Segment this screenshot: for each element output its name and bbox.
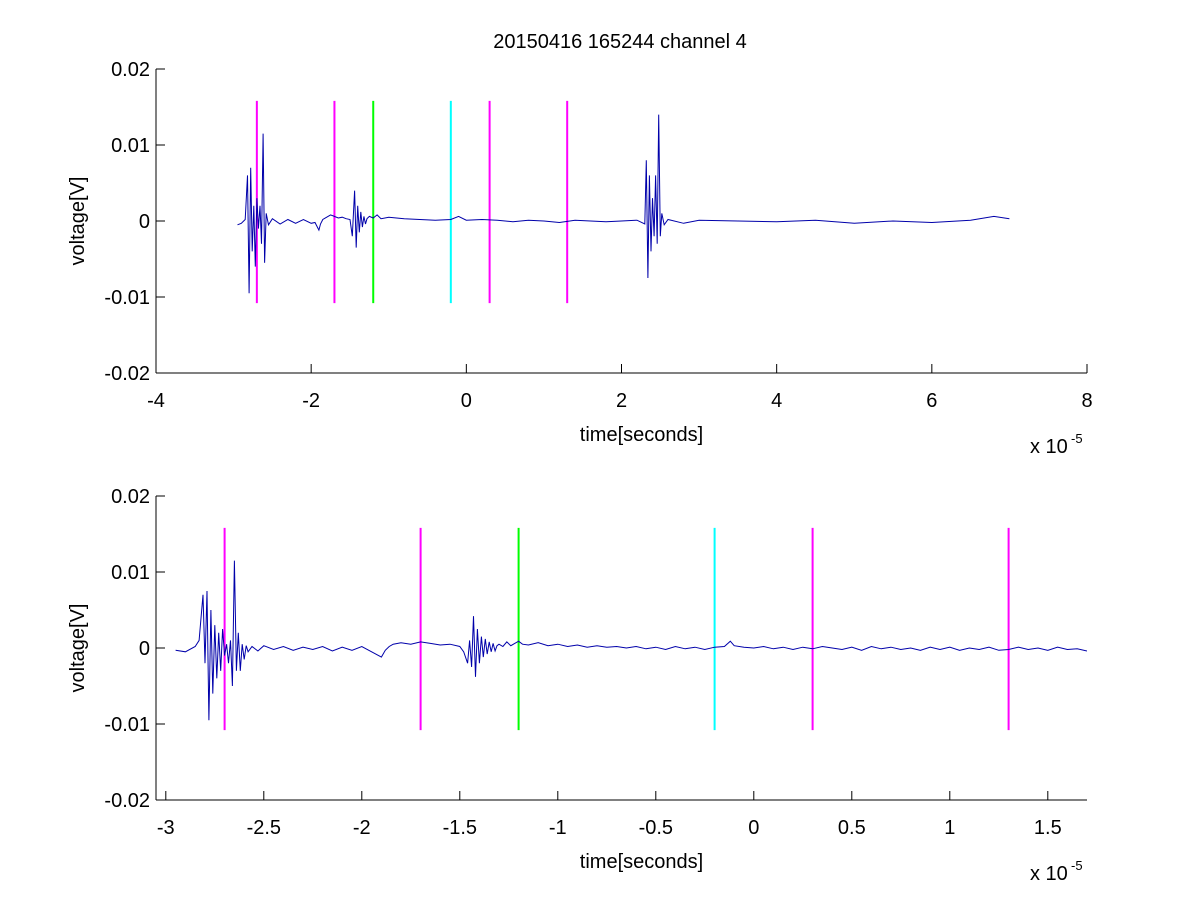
chart-0-x-tick-label: 8 [1081,390,1092,412]
figure-title: 20150416 165244 channel 4 [493,31,747,53]
top-axes: -0.02 -0.01 0 0.01 0.02 -4 -2 0 2 4 6 8 time[seconds… [67,59,1093,458]
chart-1-y-tick-label: -0.02 [104,790,150,812]
chart-0-x-axis-label: time[seconds] [580,424,703,446]
chart-1-y-tick-label: 0.02 [111,486,150,508]
chart-0-x-tick-label: 6 [926,390,937,412]
chart-1-x-tick-label: -2 [353,817,371,839]
chart-0-x-tick-label: -2 [302,390,320,412]
chart-1-x-tick-label: -3 [157,817,175,839]
chart-1-x-exponent-power: -5 [1071,858,1083,873]
chart-1-x-tick-label: 0.5 [838,817,866,839]
chart-1-y-axis-label: voltage[V] [67,604,89,693]
chart-0-signal-line [237,114,1010,294]
chart-1-signal-line [175,560,1087,721]
chart-1-x-tick-label: -0.5 [639,817,673,839]
chart-1-y-tick-label: 0 [139,638,150,660]
chart-0-y-tick-label: -0.01 [104,287,150,309]
chart-1-x-axis-label: time[seconds] [580,851,703,873]
chart-1-x-tick-label: 1 [944,817,955,839]
chart-0-x-tick-label: 4 [771,390,782,412]
chart-1-x-tick-label: -2.5 [247,817,281,839]
chart-1-x-tick-label: -1 [549,817,567,839]
chart-1-x-tick-label: -1.5 [443,817,477,839]
chart-1-y-tick-label: -0.01 [104,714,150,736]
chart-0-y-tick-label: 0 [139,211,150,233]
chart-0-x-tick-label: 0 [461,390,472,412]
chart-0-x-exponent-label: x 10 [1030,436,1068,458]
bottom-axes: -0.02 -0.01 0 0.01 0.02 -3 -2.5 -2 -1.5 -1 -0.5 0 0.… [67,486,1087,885]
chart-0-y-tick-label: 0.01 [111,135,150,157]
chart-0-x-tick-label: 2 [616,390,627,412]
chart-0-y-tick-label: 0.02 [111,59,150,81]
chart-0-y-tick-label: -0.02 [104,363,150,385]
chart-0-x-exponent-power: -5 [1071,431,1083,446]
chart-0-y-axis-label: voltage[V] [67,177,89,266]
chart-1-x-tick-label: 1.5 [1034,817,1062,839]
chart-1-y-tick-label: 0.01 [111,562,150,584]
chart-0-x-tick-label: -4 [147,390,165,412]
chart-1-x-exponent-label: x 10 [1030,863,1068,885]
chart-1-x-tick-label: 0 [748,817,759,839]
